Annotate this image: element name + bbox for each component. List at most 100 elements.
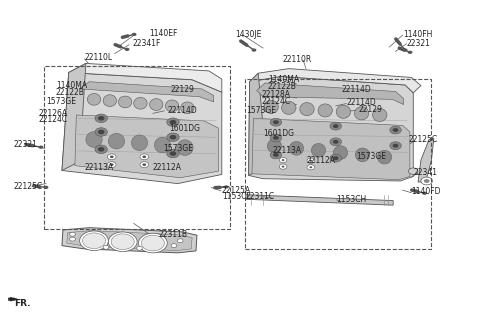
Circle shape	[393, 128, 398, 132]
Circle shape	[393, 144, 398, 148]
Polygon shape	[67, 231, 192, 251]
Text: 1573GE: 1573GE	[46, 97, 76, 106]
Circle shape	[270, 118, 282, 126]
Ellipse shape	[318, 104, 332, 117]
Ellipse shape	[289, 141, 304, 155]
Text: 22113A: 22113A	[84, 163, 114, 172]
Text: 1140MA: 1140MA	[268, 75, 299, 84]
Circle shape	[38, 146, 43, 149]
Circle shape	[422, 192, 427, 195]
Ellipse shape	[119, 96, 132, 108]
Circle shape	[110, 155, 114, 158]
Circle shape	[279, 164, 287, 169]
Polygon shape	[246, 195, 393, 205]
Text: 1601DG: 1601DG	[263, 130, 294, 138]
Text: 1573GE: 1573GE	[246, 106, 276, 114]
Text: 1153CH: 1153CH	[336, 195, 367, 204]
Circle shape	[108, 232, 137, 252]
Circle shape	[70, 232, 75, 236]
Polygon shape	[75, 115, 218, 178]
Circle shape	[408, 51, 412, 54]
Circle shape	[125, 48, 130, 51]
Circle shape	[167, 118, 179, 126]
Ellipse shape	[377, 150, 392, 164]
Circle shape	[95, 128, 108, 136]
Circle shape	[103, 245, 109, 249]
Text: 22113A: 22113A	[273, 146, 301, 155]
Text: 22321: 22321	[407, 39, 431, 48]
Ellipse shape	[165, 100, 179, 112]
Text: 1153CL: 1153CL	[222, 192, 251, 201]
Ellipse shape	[134, 97, 147, 109]
Circle shape	[169, 120, 176, 125]
Ellipse shape	[372, 109, 387, 122]
Polygon shape	[80, 82, 214, 102]
Circle shape	[310, 166, 312, 168]
Text: 1573GE: 1573GE	[356, 152, 386, 161]
Circle shape	[307, 158, 315, 163]
Circle shape	[421, 177, 432, 185]
Text: 1430JE: 1430JE	[235, 30, 262, 38]
Polygon shape	[62, 72, 222, 184]
Circle shape	[273, 153, 279, 157]
Circle shape	[143, 155, 146, 158]
Circle shape	[333, 140, 338, 144]
Circle shape	[95, 145, 108, 154]
Ellipse shape	[132, 135, 148, 151]
Ellipse shape	[108, 133, 125, 149]
Circle shape	[252, 49, 256, 52]
Circle shape	[169, 151, 176, 156]
Text: 22321: 22321	[13, 140, 37, 149]
Circle shape	[282, 159, 285, 161]
Text: 22129: 22129	[359, 105, 383, 113]
Text: 1601DG: 1601DG	[169, 124, 200, 133]
Ellipse shape	[103, 95, 117, 107]
Text: 22124C: 22124C	[262, 97, 291, 106]
Text: 22341F: 22341F	[132, 39, 161, 48]
Ellipse shape	[150, 99, 163, 111]
Circle shape	[169, 135, 176, 139]
Ellipse shape	[87, 93, 101, 105]
Circle shape	[98, 116, 105, 121]
Circle shape	[403, 48, 408, 51]
Text: 1140EF: 1140EF	[149, 29, 178, 38]
Ellipse shape	[312, 143, 325, 157]
Ellipse shape	[336, 105, 350, 118]
Text: 22126A: 22126A	[38, 109, 67, 118]
Circle shape	[273, 120, 279, 124]
Polygon shape	[250, 69, 421, 93]
Circle shape	[390, 126, 401, 134]
Circle shape	[44, 186, 48, 189]
Ellipse shape	[333, 146, 348, 159]
Text: 22341: 22341	[413, 168, 437, 177]
Circle shape	[111, 234, 134, 250]
Text: 22125C: 22125C	[13, 182, 43, 191]
Circle shape	[110, 163, 114, 166]
Ellipse shape	[282, 101, 296, 114]
Circle shape	[279, 157, 287, 163]
Circle shape	[390, 142, 401, 150]
Circle shape	[98, 147, 105, 152]
Circle shape	[142, 235, 164, 251]
Circle shape	[171, 244, 177, 248]
Polygon shape	[62, 63, 86, 171]
Text: 22112A: 22112A	[306, 156, 335, 165]
Ellipse shape	[300, 103, 314, 116]
Circle shape	[167, 149, 179, 158]
Text: 22128A: 22128A	[262, 90, 290, 99]
Ellipse shape	[180, 102, 194, 114]
Polygon shape	[249, 73, 267, 175]
Circle shape	[167, 133, 179, 141]
Circle shape	[333, 156, 338, 160]
Text: 22311C: 22311C	[246, 192, 275, 200]
Ellipse shape	[267, 139, 282, 153]
Polygon shape	[257, 83, 404, 105]
Ellipse shape	[155, 137, 170, 153]
Circle shape	[282, 166, 285, 168]
Polygon shape	[418, 138, 434, 182]
Circle shape	[330, 138, 341, 146]
Text: 22114D: 22114D	[341, 85, 371, 94]
Circle shape	[139, 233, 167, 253]
Circle shape	[80, 231, 108, 251]
Text: 22125C: 22125C	[408, 135, 438, 144]
